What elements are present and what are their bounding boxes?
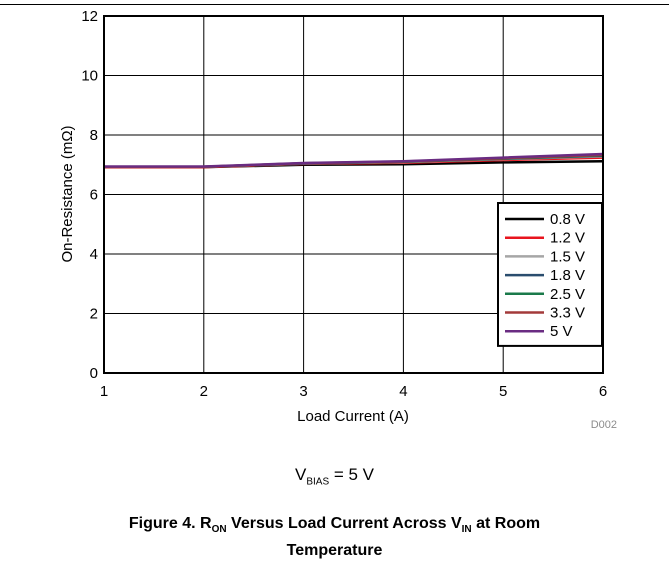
plot-frame — [103, 15, 604, 374]
caption-sub-in: IN — [461, 524, 472, 536]
condition-text: VBIAS = 5 V — [0, 465, 669, 487]
legend-entry: 1.5 V — [550, 248, 585, 265]
caption-sub-on: ON — [211, 524, 227, 536]
legend-entry: 3.3 V — [550, 305, 585, 322]
legend-entry: 5 V — [550, 323, 573, 340]
figure-id: D002 — [591, 419, 617, 431]
caption-line-1: Figure 4. RON Versus Load Current Across… — [0, 513, 669, 540]
x-tick-label: 3 — [299, 383, 307, 400]
caption-middle: Versus Load Current Across V — [226, 515, 462, 532]
y-tick-label: 0 — [90, 365, 98, 382]
legend-entry: 1.8 V — [550, 267, 585, 284]
caption-prefix: Figure 4. R — [128, 515, 212, 532]
y-tick-label: 6 — [90, 187, 98, 204]
condition-rest: = 5 V — [329, 465, 375, 484]
condition-symbol: V — [294, 465, 307, 484]
x-axis-label: Load Current (A) — [297, 408, 409, 425]
caption-line-2: Temperature — [286, 542, 383, 560]
y-axis-label: On-Resistance (mΩ) — [59, 125, 76, 262]
y-tick-labels: 0 2 4 6 8 10 12 — [81, 8, 98, 382]
top-rule — [0, 4, 669, 5]
condition-subscript: BIAS — [306, 476, 330, 488]
y-tick-label: 2 — [90, 306, 98, 323]
legend: 0.8 V 1.2 V1.5 V 1.8 V 2.5 V 3.3 V5 V — [497, 202, 603, 347]
y-tick-label: 10 — [81, 68, 98, 85]
x-tick-label: 6 — [599, 383, 607, 400]
y-tick-label: 8 — [90, 127, 98, 144]
legend-entry: 0.8 V — [550, 211, 585, 228]
legend-entry: 2.5 V — [550, 286, 585, 303]
caption-suffix: at Room — [471, 515, 541, 532]
x-tick-label: 5 — [499, 383, 507, 400]
y-tick-label: 12 — [81, 8, 98, 25]
x-tick-label: 1 — [100, 383, 108, 400]
legend-entry: 1.2 V — [550, 230, 585, 247]
x-tick-labels: 1 2 3 4 5 6 — [100, 383, 607, 400]
series-lines — [104, 152, 604, 169]
figure-caption: Figure 4. RON Versus Load Current Across… — [0, 513, 669, 561]
x-tick-label: 2 — [200, 383, 208, 400]
x-tick-label: 4 — [399, 383, 407, 400]
series-line — [104, 152, 604, 168]
y-tick-label: 4 — [90, 246, 98, 263]
